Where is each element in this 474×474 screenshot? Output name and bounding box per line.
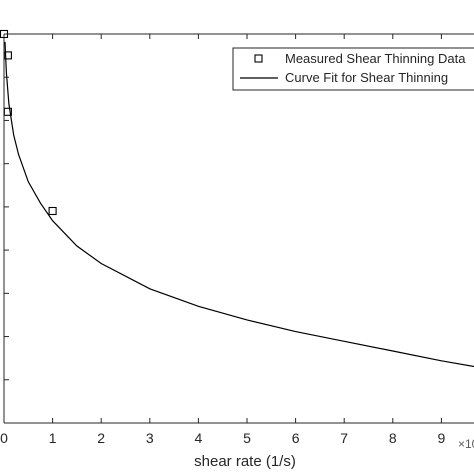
x-tick-label: 8 bbox=[389, 430, 397, 446]
x-tick-label: 2 bbox=[97, 430, 105, 446]
curve-fit-line bbox=[4, 41, 474, 368]
x-tick-label: 4 bbox=[195, 430, 203, 446]
x-tick-label: 7 bbox=[340, 430, 348, 446]
x-tick-label: 0 bbox=[0, 430, 8, 446]
data-point bbox=[48, 206, 57, 216]
legend-entry-curve: Curve Fit for Shear Thinning bbox=[285, 70, 448, 85]
x-tick-label: 9 bbox=[438, 430, 446, 446]
x-axis-label: shear rate (1/s) bbox=[194, 453, 296, 470]
x-tick-label: 1 bbox=[49, 430, 57, 446]
x-tick-label: 3 bbox=[146, 430, 154, 446]
x-tick-label: 6 bbox=[292, 430, 300, 446]
legend-box bbox=[232, 47, 474, 91]
legend-marker-square bbox=[254, 54, 263, 63]
x-tick-label: 5 bbox=[243, 430, 251, 446]
plot-area bbox=[4, 34, 474, 423]
y-ticks bbox=[4, 33, 9, 424]
x-exponent-label: ×10 bbox=[458, 437, 474, 451]
legend-entry-measured: Measured Shear Thinning Data bbox=[285, 51, 466, 66]
legend: Measured Shear Thinning Data Curve Fit f… bbox=[232, 47, 474, 91]
curve-layer bbox=[4, 41, 474, 368]
x-ticks: 0 1 2 3 4 5 6 7 8 9 bbox=[0, 34, 446, 446]
